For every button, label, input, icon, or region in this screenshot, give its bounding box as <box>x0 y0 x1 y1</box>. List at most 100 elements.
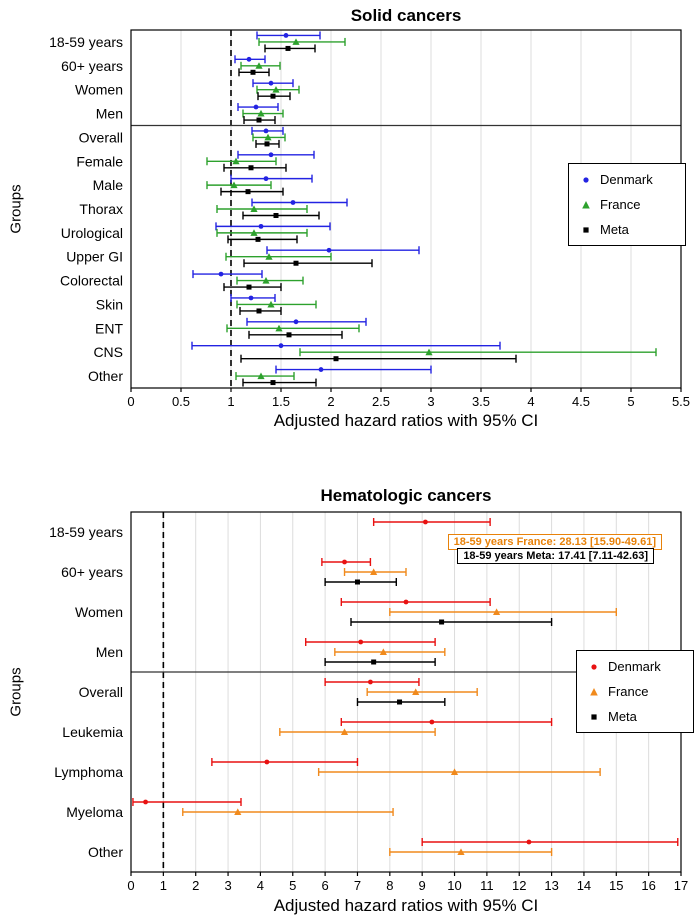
ci-denmark-myeloma <box>132 798 242 806</box>
triangle-marker-icon <box>582 200 590 208</box>
group-label: Skin <box>96 296 123 312</box>
group-label: Leukemia <box>62 724 123 740</box>
ci-denmark-female <box>237 150 315 159</box>
x-axis-title: Adjusted hazard ratios with 95% CI <box>273 896 539 915</box>
legend-label: Denmark <box>600 172 653 187</box>
ci-denmark-men <box>305 638 436 646</box>
group-label: 18-59 years <box>49 34 123 50</box>
triangle-marker-icon <box>590 687 598 695</box>
ci-denmark-60-years <box>321 558 372 566</box>
ci-meta-upper-gi <box>243 259 373 268</box>
square-marker-icon <box>591 713 597 720</box>
ci-france-upper-gi <box>225 252 332 261</box>
axis-tick-label: 11 <box>480 878 494 893</box>
ci-denmark-18-59-years <box>256 31 321 40</box>
ci-france-other <box>235 372 295 381</box>
ci-france-other <box>389 848 553 856</box>
axis-tick-label: 6 <box>322 878 329 893</box>
axis-tick-label: 4 <box>257 878 264 893</box>
ci-france-male <box>206 181 272 190</box>
group-label: Other <box>88 844 123 860</box>
square-marker-icon <box>583 226 589 233</box>
legend-box: Denmark France Meta <box>576 650 694 733</box>
legend-item-denmark: Denmark <box>587 659 683 674</box>
ci-meta-60-years <box>324 578 397 586</box>
legend-label: Denmark <box>608 659 661 674</box>
ci-denmark-lymphoma <box>211 758 359 766</box>
axis-tick-label: 7 <box>354 878 361 893</box>
ci-meta-cns <box>240 354 517 363</box>
ci-france-cns <box>299 348 657 357</box>
x-axis-title: Adjusted hazard ratios with 95% CI <box>273 411 539 430</box>
axis-tick-label: 5 <box>289 878 296 893</box>
ci-denmark-male <box>230 174 313 183</box>
ci-france-skin <box>236 300 317 309</box>
axis-tick-label: 16 <box>641 878 655 893</box>
ci-meta-ent <box>248 330 343 339</box>
axis-tick-label: 15 <box>609 878 623 893</box>
ci-france-men <box>334 648 446 656</box>
legend-label: France <box>600 197 641 212</box>
ci-denmark-skin <box>230 293 276 302</box>
solid-cancers-panel: Solid cancers Groups 18-59 years 60+ year… <box>0 0 700 452</box>
axis-tick-label: 13 <box>544 878 558 893</box>
ci-france-leukemia <box>279 728 436 736</box>
axis-tick-label: 10 <box>447 878 461 893</box>
plot-canvas: 18-59 years 60+ years Women Men Overall Leuke… <box>49 511 688 893</box>
group-label: Female <box>76 153 123 169</box>
ci-denmark-women <box>252 79 294 88</box>
legend-item-meta: Meta <box>579 222 675 237</box>
axis-tick-label: 14 <box>577 878 591 893</box>
legend-item-denmark: Denmark <box>579 172 675 187</box>
ci-france-lymphoma <box>317 768 601 776</box>
ci-meta-overall <box>255 139 280 148</box>
axis-tick-label: 3 <box>224 878 231 893</box>
ci-france-thorax <box>216 205 308 213</box>
ci-meta-men <box>243 116 276 125</box>
circle-marker-icon <box>583 176 589 183</box>
ci-meta-overall <box>356 698 446 706</box>
legend-item-france: France <box>579 197 675 212</box>
ci-denmark-overall <box>324 678 420 686</box>
legend-label: France <box>608 684 649 699</box>
ci-denmark-overall <box>251 126 284 135</box>
ci-france-men <box>242 109 284 118</box>
axis-tick-label: 17 <box>674 878 688 893</box>
ci-france-colorectal <box>236 276 304 285</box>
ci-denmark-18-59-years <box>372 518 491 526</box>
ci-france-overall <box>366 688 478 696</box>
group-label: 18-59 years <box>49 524 123 540</box>
ci-denmark-cns <box>191 341 501 350</box>
axis-tick-label: 12 <box>512 878 526 893</box>
group-label: Women <box>75 82 123 98</box>
ci-france-female <box>206 157 277 166</box>
legend-label: Meta <box>608 709 637 724</box>
group-label: Upper GI <box>66 249 123 265</box>
axis-tick-label: 2 <box>327 394 334 409</box>
axis-tick-label: 2 <box>192 878 199 893</box>
axis-tick-label: 8 <box>386 878 393 893</box>
axis-tick-label: 4 <box>527 394 534 409</box>
group-label: Women <box>75 604 123 620</box>
ci-meta-urological <box>227 235 298 244</box>
axis-tick-label: 0 <box>127 878 134 893</box>
ci-france-60-years <box>240 61 281 70</box>
ci-denmark-other <box>421 838 679 846</box>
ci-denmark-thorax <box>251 198 348 207</box>
group-label: Men <box>96 106 123 122</box>
group-label: Other <box>88 368 123 384</box>
ci-denmark-men <box>237 103 279 112</box>
group-label: Thorax <box>79 201 123 217</box>
axis-tick-label: 5.5 <box>672 394 690 409</box>
group-label: Lymphoma <box>54 764 123 780</box>
axis-tick-label: 0 <box>127 394 134 409</box>
ci-france-overall <box>252 133 286 142</box>
ci-france-myeloma <box>182 808 394 816</box>
axis-tick-label: 1 <box>227 394 234 409</box>
ci-meta-female <box>223 163 287 172</box>
axis-tick-label: 3.5 <box>472 394 490 409</box>
ci-france-ent <box>226 324 360 333</box>
circle-marker-icon <box>591 663 597 670</box>
group-label: Overall <box>79 129 123 145</box>
